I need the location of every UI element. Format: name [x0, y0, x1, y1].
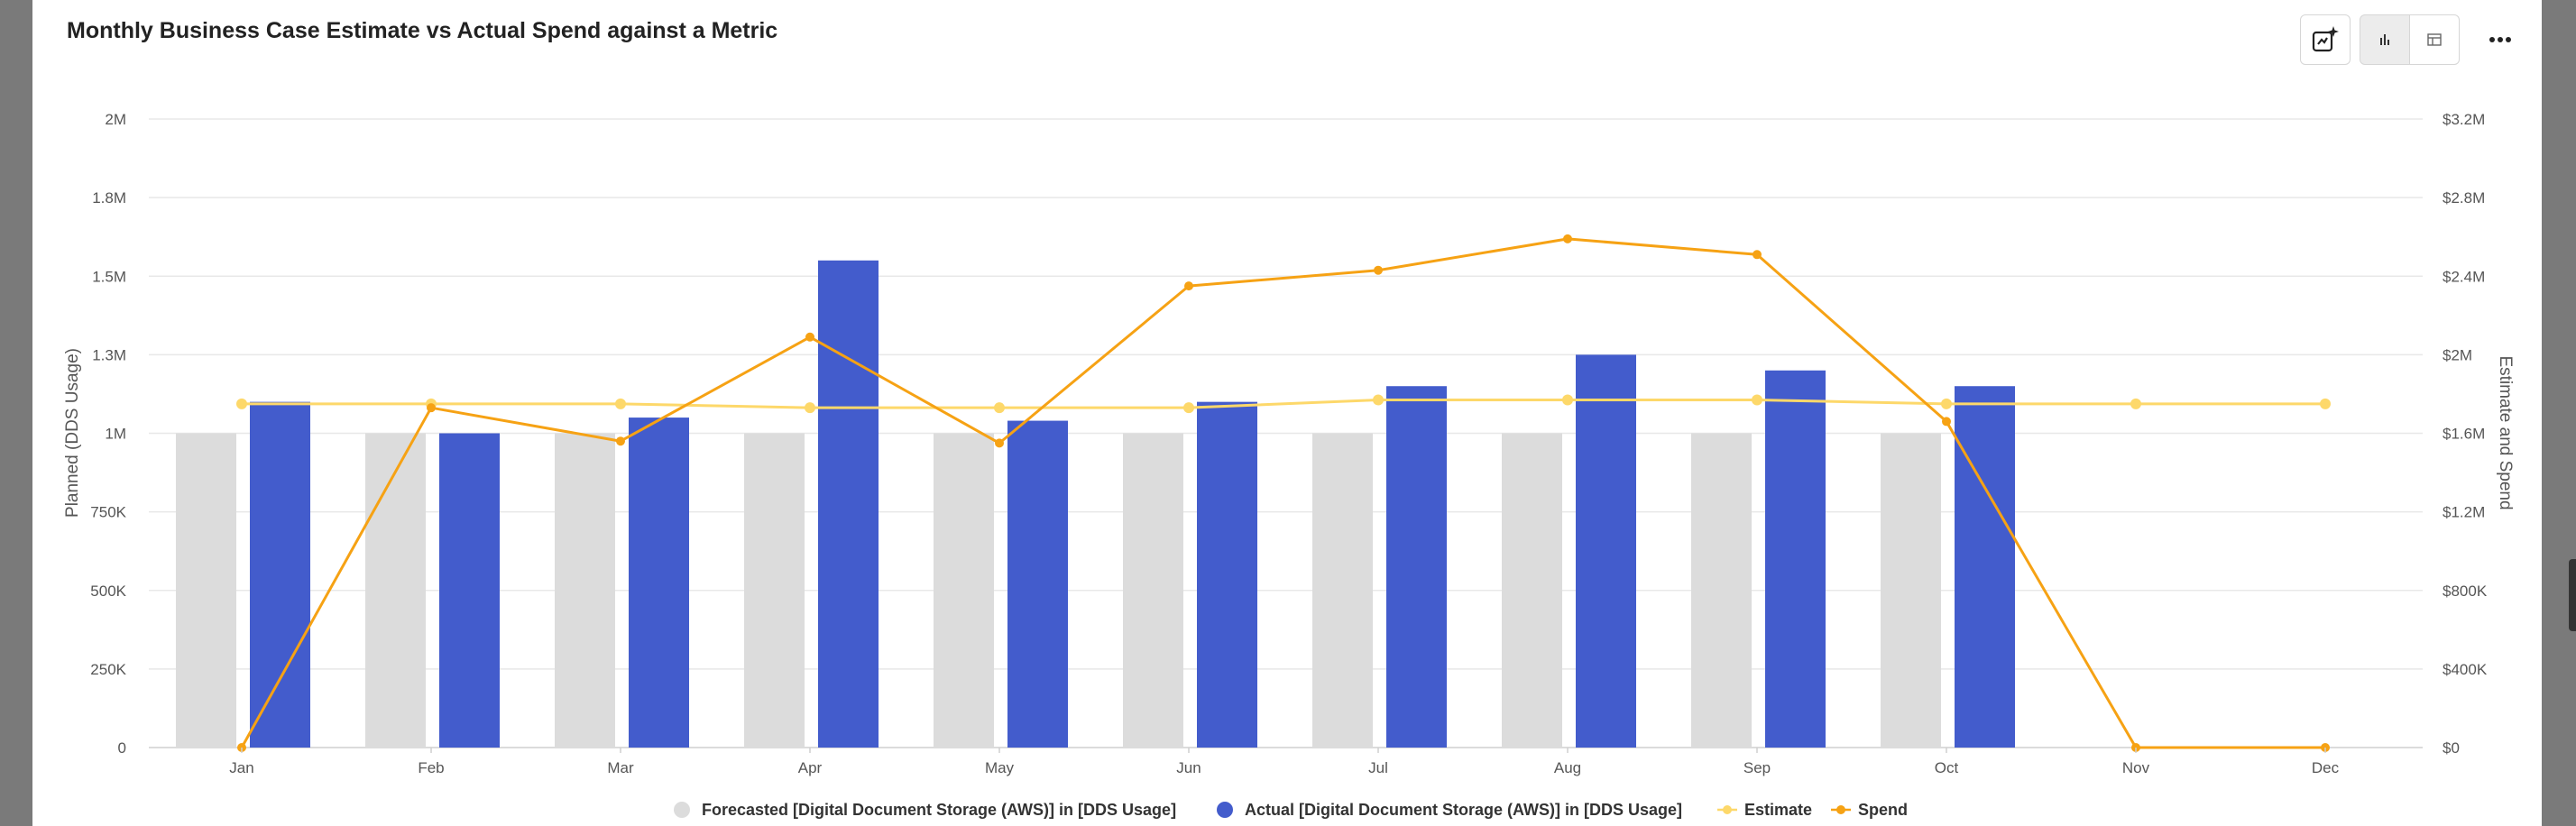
actual-bar — [1576, 354, 1636, 748]
spend-point — [1942, 417, 1951, 427]
forecast-bar — [176, 433, 236, 748]
y-right-tick-label: $1.6M — [2443, 426, 2485, 443]
y-right-tick-label: $0 — [2443, 739, 2460, 757]
x-tick-label: Mar — [607, 759, 634, 776]
bar-chart-icon — [2380, 34, 2389, 45]
y-right-tick-label: $2.8M — [2443, 189, 2485, 206]
y-right-tick-label: $2.4M — [2443, 268, 2485, 285]
scrollbar-handle[interactable] — [2569, 559, 2576, 631]
forecast-bar — [1312, 433, 1373, 748]
y-right-tick-label: $2M — [2443, 346, 2472, 363]
spend-point — [616, 436, 625, 446]
y-right-axis-title: Estimate and Spend — [2496, 355, 2515, 509]
x-tick-label: Feb — [418, 759, 444, 776]
legend-actual-marker — [1217, 802, 1233, 818]
estimate-point — [994, 402, 1005, 414]
spend-point — [805, 332, 814, 342]
estimate-point — [2320, 398, 2331, 409]
ai-insight-button[interactable] — [2300, 14, 2351, 65]
actual-bar — [1007, 420, 1068, 748]
x-tick-label: Nov — [2122, 759, 2150, 776]
forecast-bar — [1691, 433, 1752, 748]
forecast-bar — [934, 433, 994, 748]
spend-point — [1753, 250, 1762, 260]
x-tick-label: May — [985, 759, 1015, 776]
actual-bar — [818, 260, 879, 748]
estimate-point — [1183, 402, 1194, 414]
gridlines — [149, 118, 2423, 748]
y-left-tick-label: 250K — [90, 661, 126, 678]
y-left-axis-title: Planned (DDS Usage) — [63, 348, 82, 518]
estimate-point — [1941, 398, 1952, 409]
estimate-point — [1752, 394, 1762, 406]
bars — [176, 260, 2015, 748]
y-right-tick-label: $400K — [2443, 661, 2488, 678]
legend-spend-label: Spend — [1858, 801, 1908, 819]
y-left-tick-label: 1M — [105, 426, 126, 443]
spend-point — [427, 403, 436, 413]
actual-bar — [629, 418, 689, 748]
table-icon — [2427, 33, 2442, 46]
legend-forecast-marker — [674, 802, 690, 818]
forecast-bar — [1123, 433, 1183, 748]
actual-bar — [1197, 401, 1257, 748]
estimate-point — [615, 398, 626, 409]
x-tick-label: Jun — [1176, 759, 1201, 776]
chart-title: Monthly Business Case Estimate vs Actual… — [67, 18, 778, 43]
estimate-point — [236, 398, 247, 409]
legend-forecast-label: Forecasted [Digital Document Storage (AW… — [702, 801, 1176, 819]
forecast-bar — [555, 433, 615, 748]
axes: 0 $0 250K $400K 500K $800K 750K $1.2M 1M $1.6M 1.3… — [63, 111, 2515, 776]
spend-point — [995, 438, 1004, 448]
y-right-tick-label: $800K — [2443, 583, 2488, 600]
actual-bar — [250, 401, 310, 748]
x-tick-label: Apr — [798, 759, 823, 776]
y-left-tick-label: 0 — [118, 739, 126, 757]
spend-point — [1563, 234, 1572, 243]
forecast-bar — [744, 433, 805, 748]
estimate-point — [805, 402, 815, 414]
actual-bar — [1386, 386, 1447, 748]
x-tick-label: Oct — [1935, 759, 1959, 776]
estimate-point — [1373, 394, 1384, 406]
y-left-tick-label: 1.8M — [92, 189, 126, 206]
y-right-tick-label: $1.2M — [2443, 504, 2485, 521]
forecast-bar — [1502, 433, 1562, 748]
more-options-button[interactable] — [2475, 14, 2525, 65]
legend-spend-marker-dot — [1836, 805, 1845, 814]
x-tick-label: Jan — [229, 759, 253, 776]
y-right-tick-label: $3.2M — [2443, 111, 2485, 128]
estimate-line — [242, 398, 2325, 409]
y-left-tick-label: 1.3M — [92, 346, 126, 363]
estimate-point — [2130, 398, 2141, 409]
table-view-button[interactable] — [2409, 14, 2460, 65]
spend-line — [240, 237, 2325, 749]
x-tick-label: Dec — [2312, 759, 2340, 776]
x-tick-label: Sep — [1743, 759, 1771, 776]
x-tick-label: Jul — [1368, 759, 1388, 776]
actual-bar — [1955, 386, 2015, 748]
x-tick-label: Aug — [1554, 759, 1581, 776]
y-left-tick-label: 500K — [90, 583, 126, 600]
ai-insight-icon — [2312, 26, 2339, 52]
more-icon — [2489, 37, 2511, 42]
estimate-point — [1562, 394, 1573, 406]
lines — [236, 234, 2331, 752]
legend: Forecasted [Digital Document Storage (AW… — [674, 801, 1908, 819]
spend-point — [1374, 265, 1383, 275]
actual-bar — [1765, 370, 1826, 748]
forecast-bar — [1881, 433, 1941, 748]
y-left-tick-label: 750K — [90, 504, 126, 521]
legend-estimate-marker-dot — [1723, 805, 1732, 814]
spend-point — [1184, 281, 1193, 291]
legend-estimate-label: Estimate — [1744, 801, 1812, 819]
forecast-bar — [365, 433, 426, 748]
legend-actual-label: Actual [Digital Document Storage (AWS)] … — [1245, 801, 1682, 819]
y-left-tick-label: 1.5M — [92, 268, 126, 285]
y-left-tick-label: 2M — [105, 111, 126, 128]
actual-bar — [439, 433, 500, 748]
